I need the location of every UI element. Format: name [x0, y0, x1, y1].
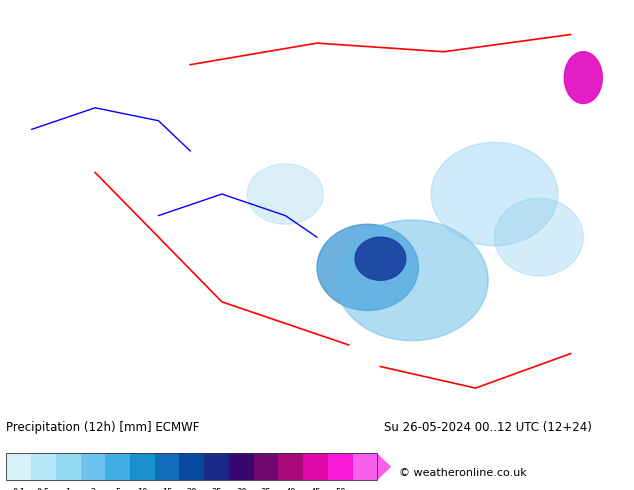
Text: 35: 35: [261, 488, 271, 490]
Text: 15: 15: [162, 488, 172, 490]
Text: 10: 10: [137, 488, 148, 490]
Polygon shape: [247, 164, 323, 224]
Text: 0.5: 0.5: [37, 488, 50, 490]
Text: © weatheronline.co.uk: © weatheronline.co.uk: [399, 468, 527, 478]
Text: 2: 2: [90, 488, 96, 490]
Text: 45: 45: [310, 488, 321, 490]
Text: 40: 40: [285, 488, 296, 490]
Text: Su 26-05-2024 00..12 UTC (12+24): Su 26-05-2024 00..12 UTC (12+24): [384, 420, 592, 434]
Text: 1: 1: [65, 488, 71, 490]
Text: Precipitation (12h) [mm] ECMWF: Precipitation (12h) [mm] ECMWF: [6, 420, 200, 434]
Text: 50: 50: [335, 488, 346, 490]
Text: 25: 25: [211, 488, 222, 490]
Polygon shape: [431, 142, 558, 246]
Polygon shape: [355, 237, 406, 280]
Text: 0.1: 0.1: [12, 488, 25, 490]
Polygon shape: [564, 52, 602, 103]
Polygon shape: [336, 220, 488, 341]
Polygon shape: [495, 198, 583, 276]
Text: 20: 20: [186, 488, 197, 490]
Text: 30: 30: [236, 488, 247, 490]
Text: 5: 5: [115, 488, 120, 490]
Polygon shape: [317, 224, 418, 311]
